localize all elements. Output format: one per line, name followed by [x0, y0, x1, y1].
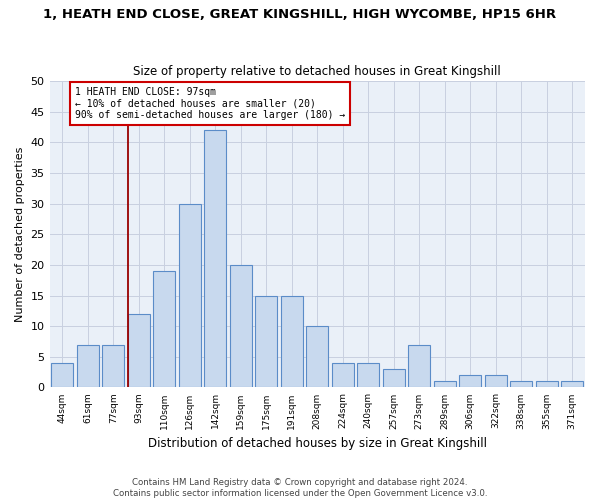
Bar [307, 326, 328, 388]
Text: 1, HEATH END CLOSE, GREAT KINGSHILL, HIGH WYCOMBE, HP15 6HR: 1, HEATH END CLOSE, GREAT KINGSHILL, HIG… [43, 8, 557, 20]
Bar [434, 382, 455, 388]
Bar [154, 271, 175, 388]
Bar [230, 265, 251, 388]
Bar [205, 130, 226, 388]
Bar [460, 375, 481, 388]
Bar [179, 204, 200, 388]
Text: Contains HM Land Registry data © Crown copyright and database right 2024.
Contai: Contains HM Land Registry data © Crown c… [113, 478, 487, 498]
Bar [52, 363, 73, 388]
Bar [358, 363, 379, 388]
Bar [77, 344, 98, 388]
Bar [562, 382, 583, 388]
Bar [536, 382, 557, 388]
Bar [281, 296, 302, 388]
Text: 1 HEATH END CLOSE: 97sqm
← 10% of detached houses are smaller (20)
90% of semi-d: 1 HEATH END CLOSE: 97sqm ← 10% of detach… [75, 87, 345, 120]
Bar [332, 363, 353, 388]
Bar [383, 369, 404, 388]
Bar [485, 375, 506, 388]
Bar [128, 314, 149, 388]
Bar [409, 344, 430, 388]
Bar [511, 382, 532, 388]
X-axis label: Distribution of detached houses by size in Great Kingshill: Distribution of detached houses by size … [148, 437, 487, 450]
Title: Size of property relative to detached houses in Great Kingshill: Size of property relative to detached ho… [133, 66, 501, 78]
Y-axis label: Number of detached properties: Number of detached properties [15, 146, 25, 322]
Bar [103, 344, 124, 388]
Bar [256, 296, 277, 388]
